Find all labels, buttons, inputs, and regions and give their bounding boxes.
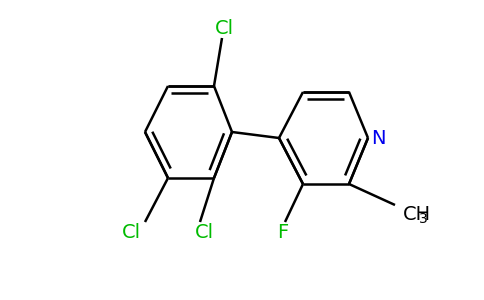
Text: Cl: Cl [195,223,213,242]
Text: Cl: Cl [121,223,140,242]
Text: F: F [277,223,288,242]
Text: 3: 3 [419,212,428,226]
Text: Cl: Cl [214,19,234,38]
Text: CH: CH [403,206,431,224]
Text: N: N [371,128,385,148]
